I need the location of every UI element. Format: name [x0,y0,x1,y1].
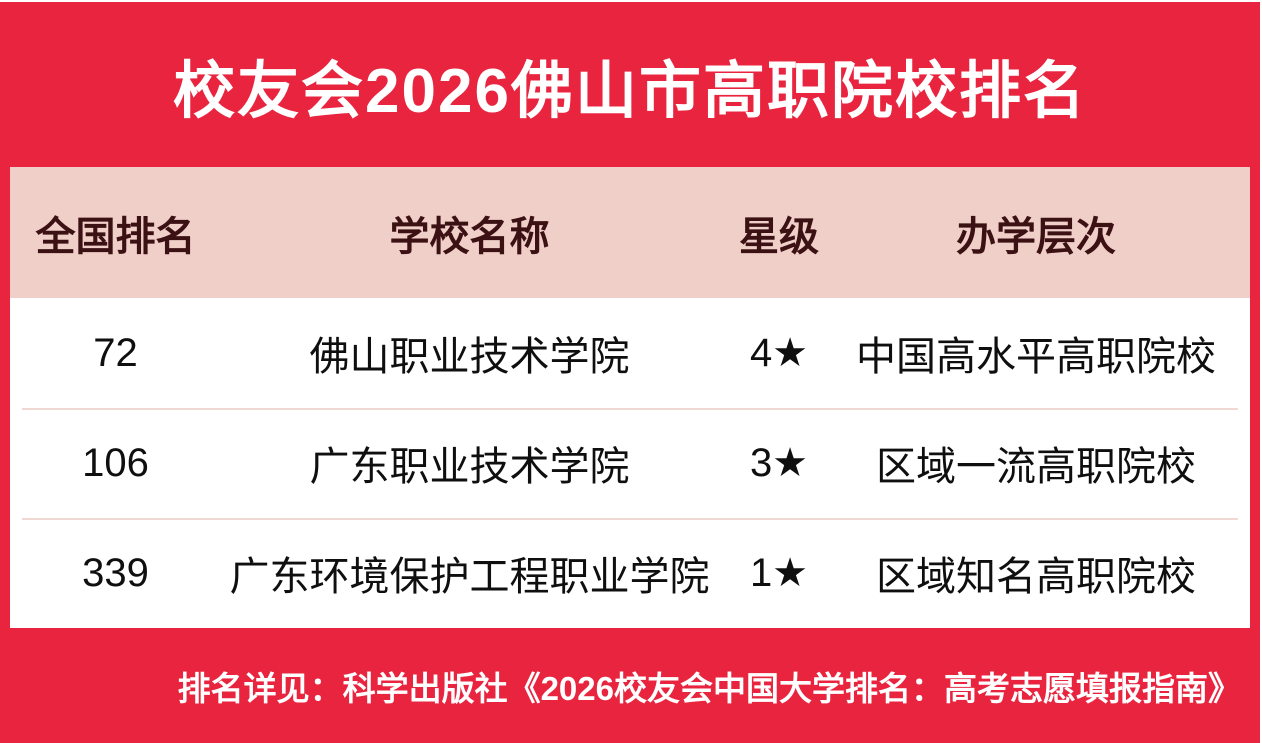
star-rating-cell: 4★ [749,331,809,375]
education-level-cell: 区域一流高职院校 [876,445,1196,489]
page-title: 校友会2026佛山市高职院校排名 [173,56,1087,126]
source-footnote: 排名详见：科学出版社《2026校友会中国大学排名：高考志愿填报指南》 [177,669,1241,707]
rank-cell: 72 [93,330,138,375]
school-name-cell: 广东环境保护工程职业学院 [229,555,710,599]
education-level-cell: 区域知名高职院校 [876,555,1196,599]
column-header-star-rating: 星级 [739,214,819,259]
table-row: 72 佛山职业技术学院 4★ 中国高水平高职院校 [10,298,1250,408]
table-row: 106 广东职业技术学院 3★ 区域一流高职院校 [10,408,1250,518]
table-header-row: 全国排名 学校名称 星级 办学层次 [10,167,1250,298]
table-row: 339 广东环境保护工程职业学院 1★ 区域知名高职院校 [10,518,1250,628]
rank-cell: 106 [82,440,149,485]
column-header-school-name: 学校名称 [389,214,550,259]
education-level-cell: 中国高水平高职院校 [856,335,1216,379]
school-name-cell: 广东职业技术学院 [309,445,630,489]
column-header-national-rank: 全国排名 [35,214,196,259]
title-banner: 校友会2026佛山市高职院校排名 [0,2,1260,167]
column-header-education-level: 办学层次 [956,214,1116,259]
star-rating-cell: 3★ [749,441,809,485]
footer-banner: 排名详见：科学出版社《2026校友会中国大学排名：高考志愿填报指南》 [0,628,1260,743]
ranking-table: 全国排名 学校名称 星级 办学层次 72 佛山职业技术学院 4★ 中国高水平高职… [10,167,1250,628]
star-rating-cell: 1★ [749,551,809,595]
school-name-cell: 佛山职业技术学院 [309,335,630,379]
rank-cell: 339 [82,550,149,595]
